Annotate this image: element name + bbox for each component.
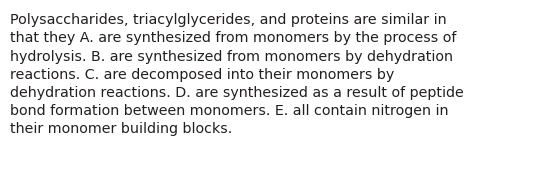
Text: Polysaccharides, triacylglycerides, and proteins are similar in
that they A. are: Polysaccharides, triacylglycerides, and … <box>10 13 464 136</box>
